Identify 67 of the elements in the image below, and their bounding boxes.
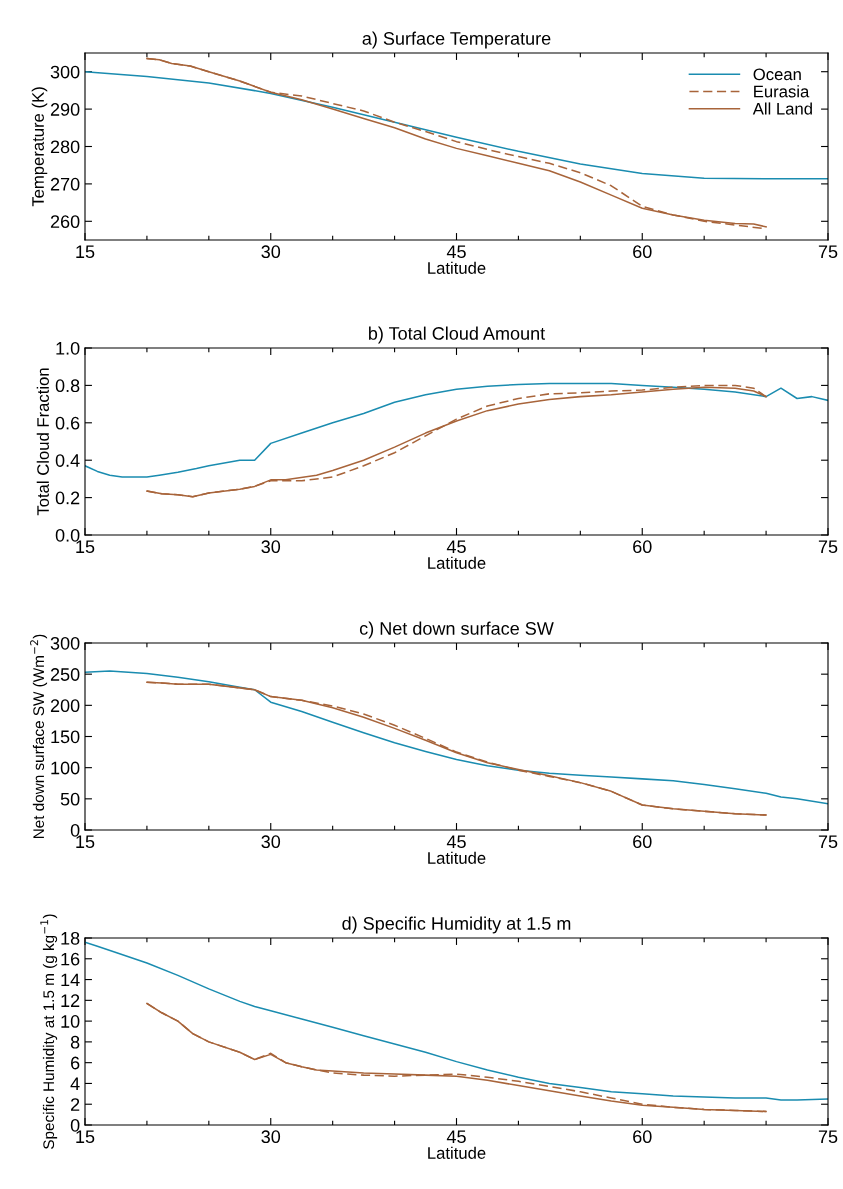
x-tick-label: 45 xyxy=(446,835,466,849)
y-tick-label: 300 xyxy=(50,636,80,650)
chart-title: d) Specific Humidity at 1.5 m xyxy=(342,916,571,934)
y-tick-label: 150 xyxy=(51,730,80,744)
x-axis-title: Latitude xyxy=(428,261,486,274)
x-tick-label: 15 xyxy=(76,540,95,554)
chart-title: c) Net down surface SW xyxy=(359,621,554,639)
y-tick-label: 290 xyxy=(50,103,80,116)
y-tick-label: 12 xyxy=(61,994,80,1007)
y-tick-label: 16 xyxy=(61,952,80,966)
y-tick-label: 0 xyxy=(70,823,80,837)
x-tick-label: 75 xyxy=(818,1130,838,1144)
y-axis-title: Net down surface SW (Wm$^{−2}$) xyxy=(30,634,48,839)
x-tick-label: 15 xyxy=(76,245,95,259)
x-tick-label: 60 xyxy=(633,245,652,259)
y-tick-label: 0.8 xyxy=(55,379,80,393)
line-series xyxy=(85,941,828,1101)
legend-label: All Land xyxy=(752,102,812,115)
y-tick-label: 0.2 xyxy=(55,491,80,505)
y-tick-label: 250 xyxy=(50,668,80,681)
y-tick-label: 2 xyxy=(71,1098,80,1111)
y-axis-title: Specific Humidity at 1.5 m (g kg$^{−1}$) xyxy=(40,914,58,1149)
y-axis-title: Total Cloud Fraction xyxy=(36,368,49,516)
y-tick-label: 200 xyxy=(50,699,80,713)
y-tick-label: 18 xyxy=(61,931,80,945)
x-tick-label: 30 xyxy=(261,1130,281,1144)
x-axis-title: Latitude xyxy=(428,1146,486,1159)
y-tick-label: 270 xyxy=(50,177,80,191)
y-tick-label: 0.4 xyxy=(55,454,80,467)
x-tick-label: 60 xyxy=(633,835,652,849)
y-tick-label: 100 xyxy=(51,761,80,775)
y-tick-label: 0 xyxy=(70,1118,80,1132)
x-tick-label: 30 xyxy=(261,835,281,849)
y-tick-label: 280 xyxy=(50,140,80,154)
y-tick-label: 6 xyxy=(71,1056,80,1070)
y-tick-label: 0.6 xyxy=(55,416,80,430)
line-series xyxy=(85,670,828,805)
y-tick-label: 14 xyxy=(61,973,80,987)
line-series xyxy=(85,382,828,478)
y-tick-label: 300 xyxy=(50,65,80,79)
line-series xyxy=(85,70,828,180)
x-tick-label: 45 xyxy=(446,540,466,554)
x-tick-label: 30 xyxy=(261,540,281,554)
chart-title: b) Total Cloud Amount xyxy=(369,326,546,344)
y-tick-label: 1.0 xyxy=(56,341,80,355)
y-tick-label: 10 xyxy=(61,1015,80,1028)
legend-label: Ocean xyxy=(753,68,801,81)
x-tick-label: 60 xyxy=(633,540,652,554)
x-tick-label: 75 xyxy=(818,245,838,259)
y-tick-label: 8 xyxy=(70,1035,80,1049)
x-axis-title: Latitude xyxy=(428,556,486,569)
y-axis-title: Temperature (K) xyxy=(31,87,48,207)
x-tick-label: 15 xyxy=(76,1130,95,1144)
x-tick-label: 75 xyxy=(818,835,838,849)
x-tick-label: 75 xyxy=(818,540,838,554)
y-tick-label: 0.0 xyxy=(55,528,80,542)
legend-label: Eurasia xyxy=(754,85,810,98)
x-tick-label: 30 xyxy=(261,245,281,259)
x-tick-label: 60 xyxy=(633,1130,652,1144)
x-axis-title: Latitude xyxy=(428,851,486,864)
x-tick-label: 15 xyxy=(76,835,95,849)
x-tick-label: 45 xyxy=(446,1130,466,1144)
y-tick-label: 50 xyxy=(60,792,80,806)
y-tick-label: 4 xyxy=(70,1077,80,1090)
chart-title: a) Surface Temperature xyxy=(362,31,551,49)
y-tick-label: 260 xyxy=(50,215,80,229)
x-tick-label: 45 xyxy=(446,245,466,259)
